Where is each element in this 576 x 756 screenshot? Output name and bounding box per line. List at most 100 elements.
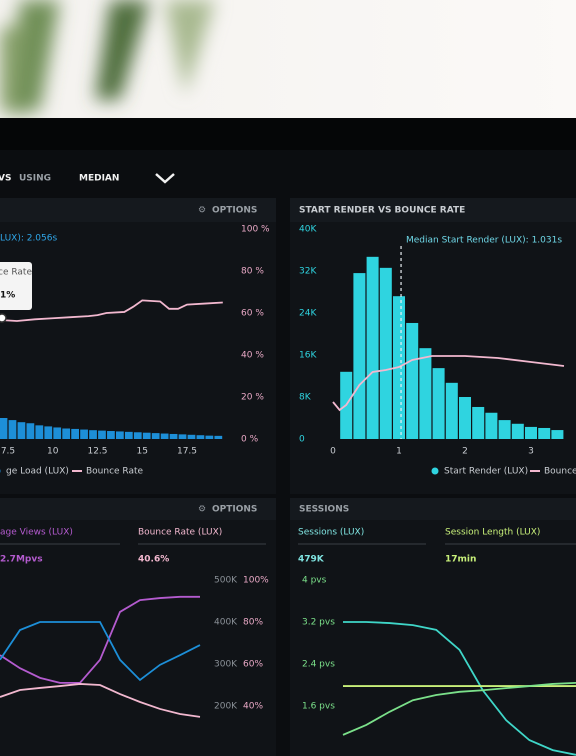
metric-value: 2.7Mpvs bbox=[0, 555, 43, 565]
line-series bbox=[343, 621, 576, 756]
y-tick-label: 4 pvs bbox=[302, 576, 327, 586]
bar bbox=[511, 423, 524, 439]
bar bbox=[142, 432, 151, 439]
bar bbox=[17, 422, 26, 439]
bar bbox=[62, 428, 71, 439]
x-tick-label: 15 bbox=[137, 447, 148, 457]
bar bbox=[151, 433, 160, 439]
x-tick-label: 1 bbox=[396, 447, 402, 457]
panel bbox=[0, 498, 276, 756]
line-series bbox=[332, 355, 565, 412]
bar bbox=[35, 425, 44, 439]
bar bbox=[419, 348, 432, 439]
panel-header bbox=[0, 498, 276, 520]
tooltip-label: ce Rate bbox=[0, 268, 32, 278]
y-tick-label: 2.4 pvs bbox=[302, 660, 335, 670]
line-series bbox=[0, 621, 201, 682]
header-title: MEDIAN bbox=[79, 174, 119, 184]
y-tick-label: 1.6 pvs bbox=[302, 702, 335, 712]
bar bbox=[133, 432, 142, 439]
x-tick-label: 12.5 bbox=[87, 447, 107, 457]
x-tick-label: 17.5 bbox=[177, 447, 197, 457]
y-tick-label: 24K bbox=[299, 309, 317, 319]
annotation: LUX): 2.056s bbox=[0, 234, 57, 244]
bar bbox=[169, 433, 178, 439]
panel bbox=[0, 198, 276, 494]
bar bbox=[0, 418, 8, 439]
tooltip-value: 1% bbox=[0, 291, 15, 301]
x-tick-label: 2 bbox=[462, 447, 468, 457]
y-tick-label: 400K bbox=[214, 618, 238, 628]
legend-label: Bounce Rate bbox=[544, 467, 576, 477]
bar bbox=[160, 433, 169, 439]
tooltip bbox=[0, 262, 32, 310]
y2-tick-label: 20 % bbox=[241, 393, 264, 403]
metric-value: 17min bbox=[445, 555, 476, 565]
x-tick-label: 10 bbox=[47, 447, 59, 457]
hover-point bbox=[0, 313, 7, 323]
metric-label: Bounce Rate (LUX) bbox=[138, 528, 222, 538]
bar bbox=[116, 431, 124, 439]
bar bbox=[80, 429, 88, 439]
bar bbox=[525, 426, 537, 439]
y2-tick-label: 60 % bbox=[241, 309, 264, 319]
metric-value: 479K bbox=[298, 555, 325, 565]
annotation: Median Start Render (LUX): 1.031s bbox=[406, 236, 562, 246]
panel-title[interactable]: OPTIONS bbox=[212, 505, 257, 515]
panel-header bbox=[0, 198, 276, 222]
chart bbox=[332, 246, 565, 439]
bar bbox=[89, 430, 97, 439]
legend-swatch bbox=[0, 469, 1, 473]
y-tick-label: 16K bbox=[299, 351, 317, 361]
legend-label: Bounce Rate bbox=[86, 467, 144, 477]
header-title: VS bbox=[0, 174, 11, 184]
y2-tick-label: 40 % bbox=[241, 351, 264, 361]
bar bbox=[44, 426, 53, 439]
bar bbox=[178, 434, 187, 439]
bar bbox=[379, 267, 392, 439]
panel-title: SESSIONS bbox=[299, 505, 349, 515]
bar bbox=[214, 435, 223, 439]
bar bbox=[98, 430, 106, 439]
gear-icon[interactable]: ⚙ bbox=[198, 505, 206, 515]
y-tick-label: 200K bbox=[214, 702, 238, 712]
bar bbox=[196, 435, 205, 439]
line-series bbox=[0, 299, 223, 322]
y-tick-label: 300K bbox=[214, 660, 238, 670]
gear-icon[interactable]: ⚙ bbox=[198, 206, 206, 216]
panel bbox=[290, 498, 576, 756]
y2-tick-label: 100 % bbox=[241, 225, 270, 235]
line-series bbox=[342, 682, 576, 736]
panel bbox=[290, 198, 576, 494]
bar bbox=[445, 382, 458, 439]
x-tick-label: 3 bbox=[528, 447, 534, 457]
bar bbox=[498, 420, 511, 439]
background-wall bbox=[0, 0, 576, 125]
y-tick-label: 3.2 pvs bbox=[302, 618, 335, 628]
metric-label: age Views (LUX) bbox=[0, 528, 73, 538]
header-title: USING bbox=[19, 174, 51, 184]
bar bbox=[353, 273, 366, 439]
y2-tick-label: 40% bbox=[243, 702, 263, 712]
panel-title: START RENDER VS BOUNCE RATE bbox=[299, 206, 465, 216]
panel-title[interactable]: OPTIONS bbox=[212, 206, 257, 216]
y2-tick-label: 100% bbox=[243, 576, 269, 586]
chart bbox=[0, 299, 223, 439]
y-tick-label: 500K bbox=[214, 576, 238, 586]
bar bbox=[107, 431, 115, 439]
metric-value: 40.6% bbox=[138, 555, 169, 565]
bar bbox=[551, 430, 564, 439]
x-tick-label: 0 bbox=[330, 447, 336, 457]
chart bbox=[0, 595, 201, 718]
bar bbox=[187, 434, 196, 439]
dropdown-chevron[interactable] bbox=[155, 173, 175, 184]
bar bbox=[26, 423, 35, 439]
legend-label: ge Load (LUX) bbox=[6, 467, 69, 477]
bar bbox=[432, 368, 445, 439]
bar bbox=[485, 412, 498, 439]
plant-blur bbox=[0, 0, 215, 115]
y-tick-label: 32K bbox=[299, 267, 317, 277]
y2-tick-label: 0 % bbox=[241, 435, 259, 445]
